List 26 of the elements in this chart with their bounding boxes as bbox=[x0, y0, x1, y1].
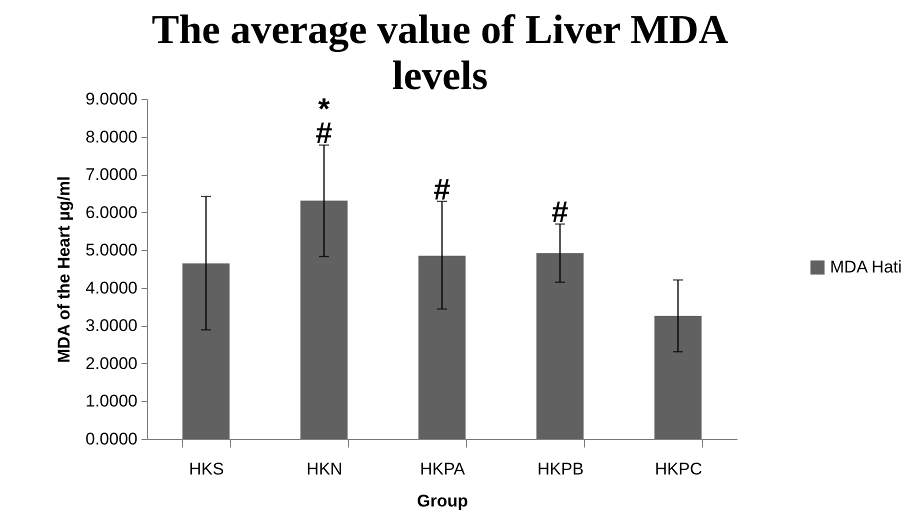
y-tick-label: 6.0000 bbox=[86, 202, 138, 222]
bar bbox=[300, 200, 348, 439]
y-tick-label: 9.0000 bbox=[86, 90, 138, 108]
y-tick-label: 5.0000 bbox=[86, 240, 138, 260]
bar bbox=[654, 316, 702, 439]
x-tick-label: HKPA bbox=[420, 460, 466, 478]
annotation: # bbox=[434, 173, 451, 206]
y-tick-label: 7.0000 bbox=[86, 165, 138, 184]
y-tick-label: 3.0000 bbox=[86, 316, 138, 336]
legend-label: MDA Hati bbox=[830, 258, 902, 276]
y-tick-label: 2.0000 bbox=[86, 354, 138, 373]
x-tick-label: HKN bbox=[306, 460, 342, 478]
annotation: # bbox=[552, 196, 569, 230]
x-tick-label: HKPC bbox=[654, 460, 702, 478]
y-tick-label: 4.0000 bbox=[86, 278, 138, 298]
chart-title: The average value of Liver MDA levels bbox=[152, 6, 728, 98]
y-tick-label: 8.0000 bbox=[86, 127, 138, 146]
x-tick-label: HKS bbox=[189, 460, 224, 478]
y-tick-label: 0.0000 bbox=[86, 430, 138, 448]
bar bbox=[182, 263, 230, 439]
y-axis-title: MDA of the Heart µg/ml bbox=[54, 176, 74, 363]
bar bbox=[536, 253, 584, 439]
y-tick-label: 1.0000 bbox=[86, 392, 138, 411]
x-tick-label: HKPB bbox=[537, 460, 584, 478]
bar bbox=[418, 256, 466, 439]
x-axis-title: Group bbox=[417, 492, 468, 510]
